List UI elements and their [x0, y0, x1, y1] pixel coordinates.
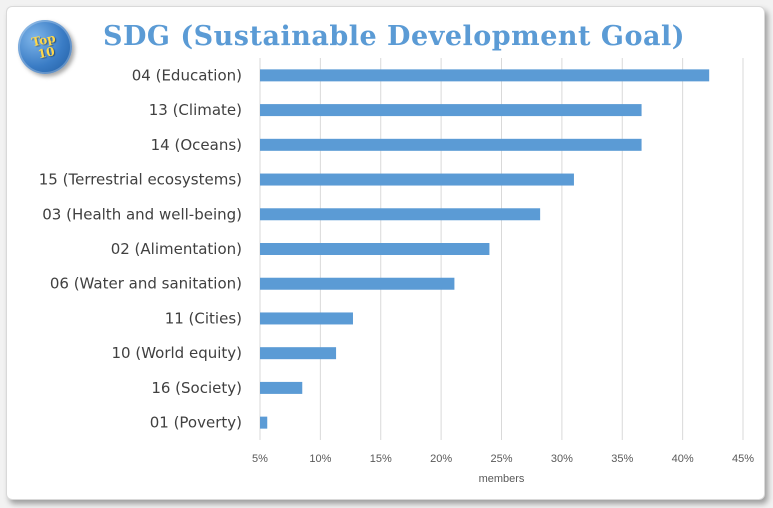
x-tick-label: 25%	[490, 453, 512, 465]
x-tick-label: 10%	[309, 453, 331, 465]
bar	[260, 104, 642, 117]
bar	[260, 173, 574, 186]
bars	[260, 69, 710, 429]
x-axis-title: members	[479, 473, 525, 485]
category-label: 15 (Terrestrial ecosystems)	[39, 171, 242, 189]
category-label: 14 (Oceans)	[151, 136, 242, 154]
category-label: 16 (Society)	[151, 379, 242, 397]
x-tick-label: 45%	[732, 453, 754, 465]
x-tick-label: 40%	[672, 453, 694, 465]
bar	[260, 243, 490, 255]
bar	[260, 69, 710, 82]
x-tick-label: 20%	[430, 453, 452, 465]
x-tick-label: 15%	[370, 453, 392, 465]
bar	[260, 347, 337, 360]
category-label: 02 (Alimentation)	[111, 240, 242, 258]
category-label: 04 (Education)	[132, 66, 242, 84]
bar	[260, 381, 303, 394]
x-tick-label: 35%	[611, 453, 633, 465]
category-label: 03 (Health and well-being)	[42, 205, 242, 223]
chart-title: SDG (Sustainable Development Goal)	[103, 21, 685, 52]
bar	[260, 208, 541, 221]
category-label: 13 (Climate)	[149, 101, 242, 119]
category-labels: 04 (Education) 13 (Climate) 14 (Oceans) 15 …	[39, 66, 242, 431]
category-label: 06 (Water and sanitation)	[50, 275, 242, 293]
category-label: 11 (Cities)	[165, 309, 242, 327]
x-tick-label: 30%	[551, 453, 573, 465]
tick-labels: 5% 10% 15% 20% 25% 30% 35% 40% 45%	[252, 453, 754, 465]
x-tick-label: 5%	[252, 453, 268, 465]
bar	[260, 416, 268, 429]
bar	[260, 277, 455, 290]
category-label: 10 (World equity)	[112, 344, 243, 362]
bar	[260, 312, 353, 325]
category-label: 01 (Poverty)	[150, 414, 242, 432]
bar	[260, 138, 642, 151]
